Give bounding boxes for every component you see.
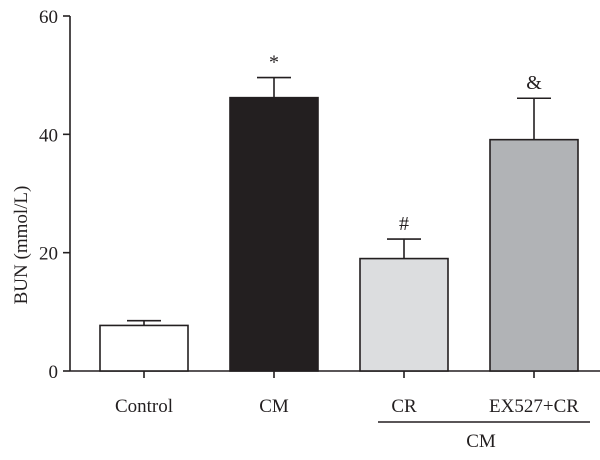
y-tick-label: 20: [39, 244, 58, 265]
bar: [489, 138, 579, 372]
x-tick-label: Control: [115, 396, 173, 417]
error-bars: [127, 76, 551, 326]
bar: [359, 257, 449, 372]
y-tick-label: 60: [39, 7, 58, 28]
bar: [99, 324, 189, 372]
y-axis-title: BUN (mmol/L): [11, 186, 32, 305]
group-label: CM: [466, 431, 496, 452]
x-tick-label: EX527+CR: [489, 396, 579, 417]
bar: [229, 96, 319, 372]
y-axis: 0 20 40 60: [39, 7, 71, 383]
x-tick-label: CM: [259, 396, 289, 417]
y-tick-label: 40: [39, 125, 58, 146]
y-tick-label: 0: [49, 362, 59, 383]
group-bracket: CM: [378, 421, 590, 452]
x-tick-label: CR: [391, 396, 417, 417]
x-axis: Control CM CR EX527+CR: [70, 370, 600, 417]
significance-marker: *: [269, 52, 279, 74]
significance-marker: &: [526, 72, 542, 94]
bars: [99, 96, 579, 372]
significance-markers: * # &: [269, 52, 542, 236]
significance-marker: #: [399, 213, 409, 235]
